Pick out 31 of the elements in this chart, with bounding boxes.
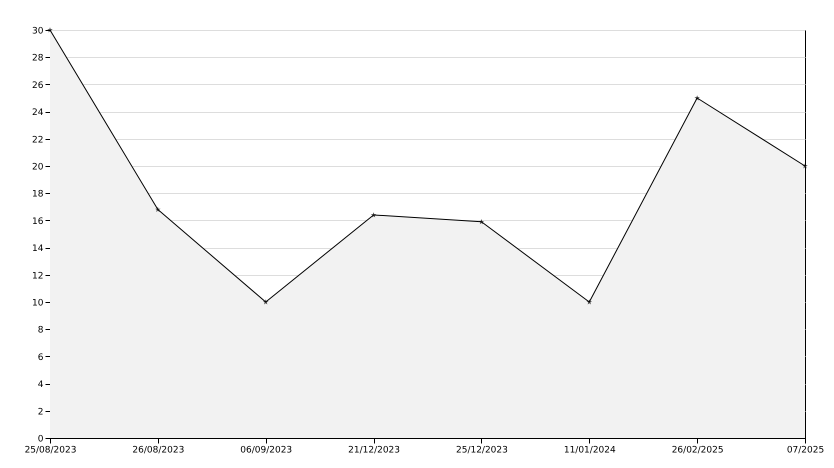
y-tick-label: 2 bbox=[38, 407, 44, 418]
point bbox=[694, 95, 700, 100]
y-tick-label: 12 bbox=[32, 271, 44, 282]
y-tick-label: 8 bbox=[38, 326, 44, 336]
x-tick-label: 26/02/2025 bbox=[672, 446, 724, 456]
y-tick-label: 14 bbox=[32, 244, 44, 254]
y-tick-label: 0 bbox=[38, 434, 44, 444]
y-tick-label: 28 bbox=[32, 54, 44, 64]
point bbox=[586, 299, 592, 304]
y-tick-label: 26 bbox=[32, 80, 44, 91]
x-tick-label: 11/01/2024 bbox=[564, 446, 616, 456]
x-tick-label: 25/08/2023 bbox=[24, 446, 76, 456]
y-tick-label: 22 bbox=[32, 135, 44, 146]
y-tick-label: 6 bbox=[38, 352, 44, 363]
x-tick-label: 21/12/2023 bbox=[348, 446, 400, 456]
y-tick-label: 16 bbox=[32, 216, 44, 227]
x-tick-label: 06/09/2023 bbox=[240, 446, 292, 456]
point bbox=[478, 219, 484, 224]
point bbox=[802, 163, 808, 168]
point bbox=[370, 212, 376, 218]
y-tick-label: 24 bbox=[32, 108, 44, 118]
point bbox=[262, 299, 268, 304]
y-tick-label: 4 bbox=[38, 380, 44, 390]
y-tick-label: 20 bbox=[32, 162, 44, 172]
y-tick-label: 30 bbox=[32, 26, 44, 36]
y-tick-label: 10 bbox=[32, 298, 44, 308]
x-tick-label: 26/08/2023 bbox=[132, 446, 184, 456]
y-tick-label: 18 bbox=[32, 190, 44, 200]
x-tick-label: 07/2025 bbox=[786, 446, 824, 456]
point bbox=[155, 206, 161, 212]
x-tick-label: 25/12/2023 bbox=[456, 446, 508, 456]
